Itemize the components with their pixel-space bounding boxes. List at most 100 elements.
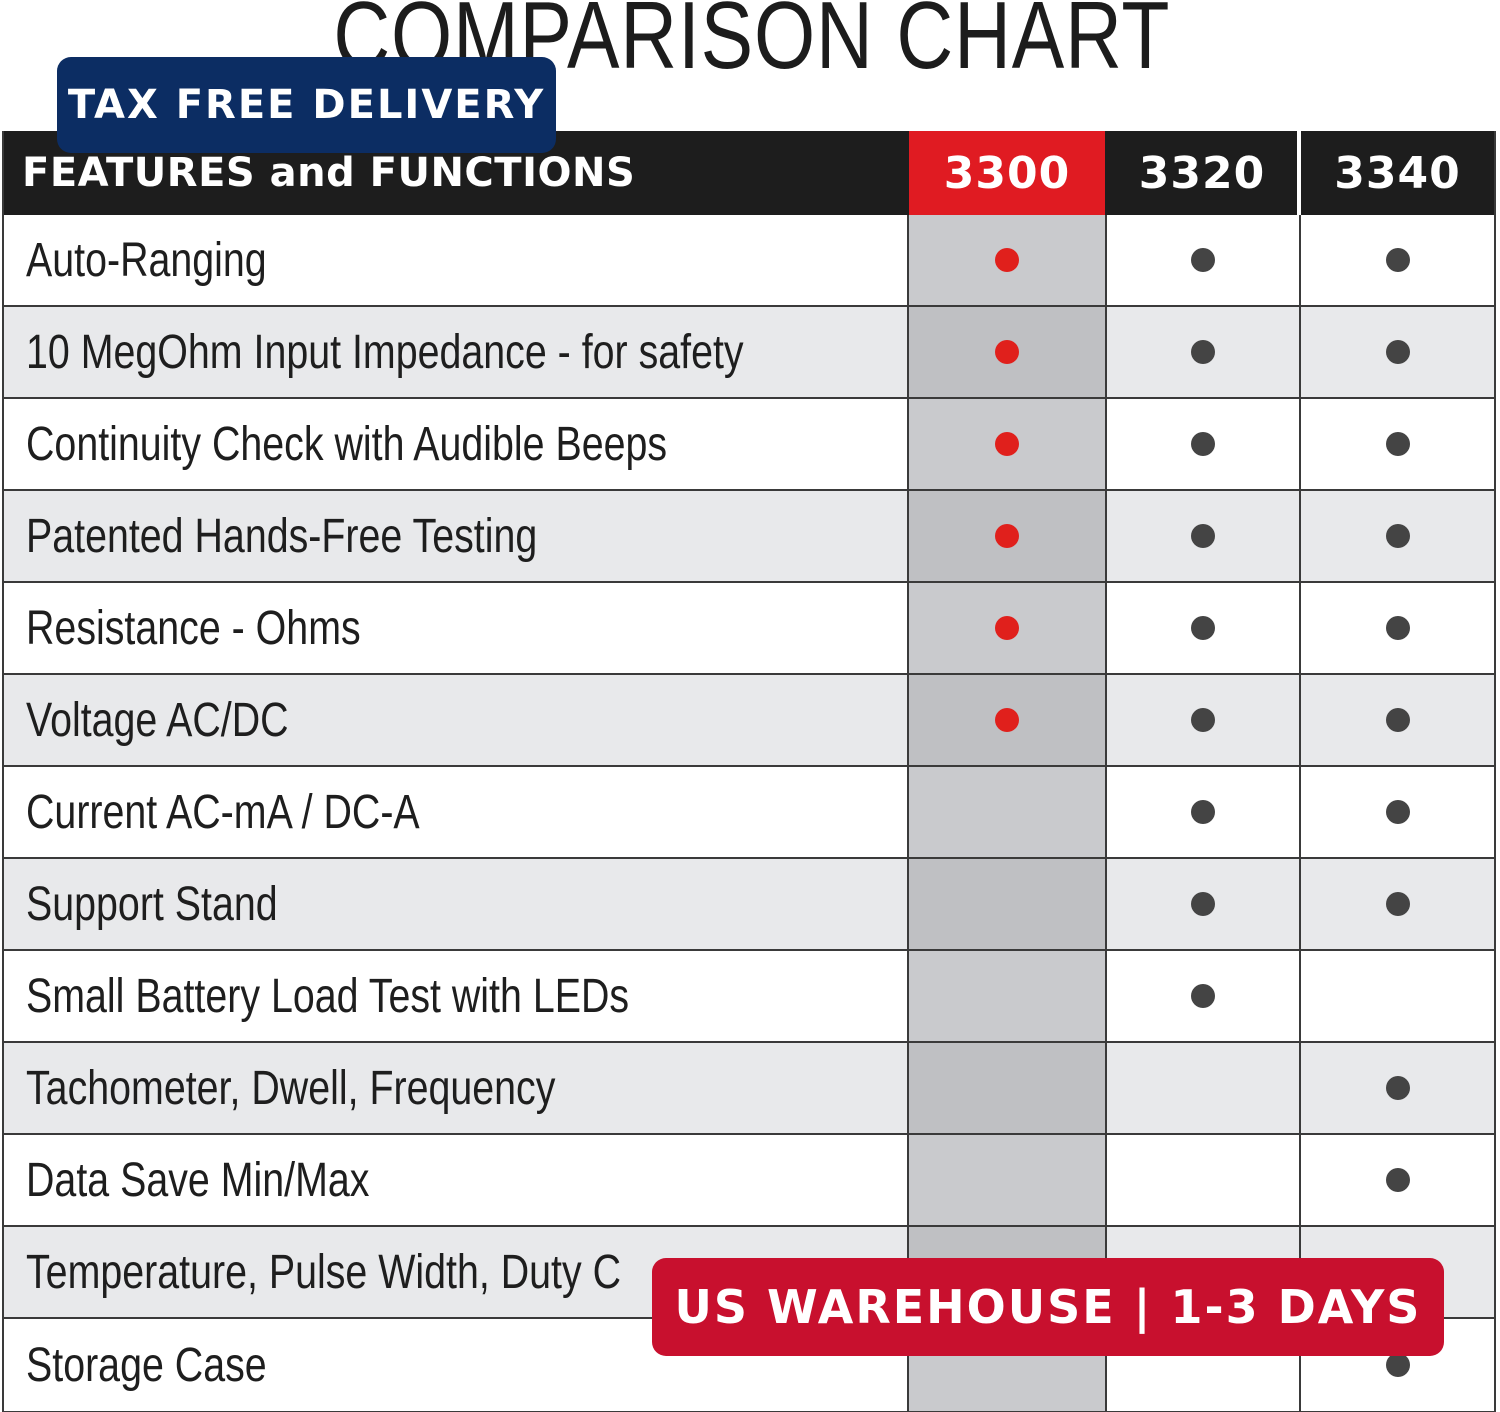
model-3300-cell	[909, 1135, 1107, 1225]
feature-label: Support Stand	[26, 877, 278, 931]
feature-cell: Patented Hands-Free Testing	[4, 491, 909, 581]
feature-label: Tachometer, Dwell, Frequency	[26, 1061, 556, 1115]
header-model-3300: 3300	[909, 131, 1107, 215]
feature-label: Small Battery Load Test with LEDs	[26, 969, 630, 1023]
model-3340-cell	[1301, 1135, 1494, 1225]
feature-cell: Temperature, Pulse Width, Duty C	[4, 1227, 909, 1317]
model-3320-cell	[1107, 491, 1301, 581]
header-feature-label: FEATURES and FUNCTIONS	[22, 150, 636, 196]
feature-cell: Voltage AC/DC	[4, 675, 909, 765]
model-3340-cell	[1301, 399, 1494, 489]
feature-label: Current AC-mA / DC-A	[26, 785, 420, 839]
model-3340-cell	[1301, 215, 1494, 305]
model-3340-cell	[1301, 583, 1494, 673]
table-body: Auto-Ranging 10 MegOhm Input Impedance - …	[4, 215, 1494, 1411]
feature-label: Voltage AC/DC	[26, 693, 289, 747]
table-row: Patented Hands-Free Testing	[4, 491, 1494, 583]
model-3320-cell	[1107, 307, 1301, 397]
model-3300-cell	[909, 399, 1107, 489]
feature-included-dot-icon	[995, 340, 1019, 364]
feature-included-dot-icon	[1385, 1168, 1410, 1192]
feature-cell: Support Stand	[4, 859, 909, 949]
feature-included-dot-icon	[1191, 984, 1215, 1008]
model-3300-cell	[909, 1043, 1107, 1133]
feature-included-dot-icon	[1385, 892, 1410, 916]
feature-cell: Current AC-mA / DC-A	[4, 767, 909, 857]
model-3320-cell	[1107, 859, 1301, 949]
feature-cell: Resistance - Ohms	[4, 583, 909, 673]
table-row: Voltage AC/DC	[4, 675, 1494, 767]
table-row: Tachometer, Dwell, Frequency	[4, 1043, 1494, 1135]
model-3300-cell	[909, 767, 1107, 857]
model-3300-label: 3300	[943, 147, 1071, 199]
model-3320-cell	[1107, 1135, 1301, 1225]
feature-included-dot-icon	[995, 616, 1019, 640]
model-3340-cell	[1301, 951, 1494, 1041]
feature-label: Storage Case	[26, 1338, 267, 1392]
feature-included-dot-icon	[1191, 800, 1215, 824]
model-3340-cell	[1301, 491, 1494, 581]
model-3300-cell	[909, 859, 1107, 949]
feature-cell: Data Save Min/Max	[4, 1135, 909, 1225]
feature-included-dot-icon	[1385, 800, 1410, 824]
feature-cell: Auto-Ranging	[4, 215, 909, 305]
table-row: Current AC-mA / DC-A	[4, 767, 1494, 859]
model-3320-cell	[1107, 1043, 1301, 1133]
model-3300-cell	[909, 675, 1107, 765]
feature-label: Continuity Check with Audible Beeps	[26, 417, 668, 471]
feature-included-dot-icon	[1385, 432, 1410, 456]
model-3300-cell	[909, 491, 1107, 581]
model-3340-cell	[1301, 675, 1494, 765]
feature-included-dot-icon	[995, 708, 1019, 732]
model-3320-label: 3320	[1138, 147, 1266, 199]
table-row: Support Stand	[4, 859, 1494, 951]
feature-included-dot-icon	[1191, 892, 1215, 916]
feature-label: Resistance - Ohms	[26, 601, 361, 655]
model-3320-cell	[1107, 1319, 1301, 1411]
table-row: Small Battery Load Test with LEDs	[4, 951, 1494, 1043]
tax-free-delivery-banner: TAX FREE DELIVERY	[57, 57, 556, 153]
model-3320-cell	[1107, 215, 1301, 305]
model-3320-cell	[1107, 767, 1301, 857]
feature-included-dot-icon	[1385, 340, 1410, 364]
model-3300-cell	[909, 583, 1107, 673]
feature-included-dot-icon	[995, 524, 1019, 548]
model-3340-cell	[1301, 767, 1494, 857]
feature-included-dot-icon	[1191, 248, 1215, 272]
model-3340-label: 3340	[1334, 147, 1461, 199]
model-3320-cell	[1107, 583, 1301, 673]
feature-included-dot-icon	[1191, 708, 1215, 732]
feature-label: Temperature, Pulse Width, Duty C	[26, 1245, 621, 1299]
table-row: Continuity Check with Audible Beeps	[4, 399, 1494, 491]
feature-included-dot-icon	[1385, 616, 1410, 640]
header-model-3340: 3340	[1301, 131, 1494, 215]
comparison-table: FEATURES and FUNCTIONS 3300 3320 3340 Au…	[2, 131, 1496, 1412]
table-row: 10 MegOhm Input Impedance - for safety	[4, 307, 1494, 399]
model-3340-cell	[1301, 1319, 1494, 1411]
feature-included-dot-icon	[1191, 524, 1215, 548]
model-3300-cell	[909, 307, 1107, 397]
model-3320-cell	[1107, 675, 1301, 765]
feature-label: 10 MegOhm Input Impedance - for safety	[26, 325, 744, 379]
us-warehouse-banner: US WAREHOUSE | 1-3 DAYS	[652, 1258, 1444, 1356]
feature-label: Auto-Ranging	[26, 233, 267, 287]
feature-label: Data Save Min/Max	[26, 1153, 370, 1207]
feature-included-dot-icon	[1385, 708, 1410, 732]
feature-cell: Small Battery Load Test with LEDs	[4, 951, 909, 1041]
model-3320-cell	[1107, 951, 1301, 1041]
feature-included-dot-icon	[1191, 432, 1215, 456]
header-feature-cell: FEATURES and FUNCTIONS	[4, 131, 909, 215]
model-3340-cell	[1301, 307, 1494, 397]
feature-label: Patented Hands-Free Testing	[26, 509, 538, 563]
feature-included-dot-icon	[995, 248, 1019, 272]
header-model-3320: 3320	[1107, 131, 1301, 215]
model-3340-cell	[1301, 859, 1494, 949]
feature-cell: Tachometer, Dwell, Frequency	[4, 1043, 909, 1133]
table-row: Data Save Min/Max	[4, 1135, 1494, 1227]
model-3340-cell	[1301, 1043, 1494, 1133]
feature-included-dot-icon	[1191, 340, 1215, 364]
feature-included-dot-icon	[995, 432, 1019, 456]
feature-cell: 10 MegOhm Input Impedance - for safety	[4, 307, 909, 397]
table-row: Auto-Ranging	[4, 215, 1494, 307]
feature-included-dot-icon	[1385, 248, 1410, 272]
